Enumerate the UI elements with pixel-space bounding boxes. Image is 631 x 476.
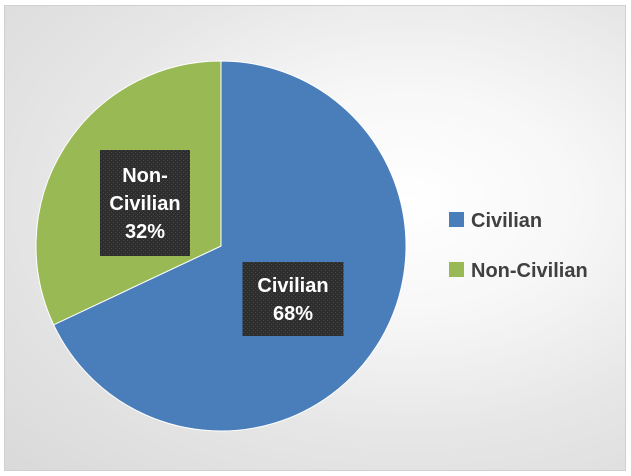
legend-entry-civilian: Civilian — [449, 210, 542, 232]
data-label-box — [100, 150, 190, 256]
data-label-box — [242, 262, 344, 336]
data-label-text: 32% — [125, 221, 165, 243]
legend-label: Civilian — [471, 210, 542, 232]
data-label-text: Civilian — [257, 275, 328, 297]
pie-slices — [35, 60, 407, 432]
pie-slice-civilian — [52, 60, 407, 432]
legend-swatch — [449, 262, 464, 277]
data-label-text: 68% — [273, 303, 313, 325]
data-label-text: Civilian — [109, 193, 180, 215]
data-label-civilian: Civilian 68% — [242, 262, 344, 336]
data-label-non-civilian: Non- Civilian 32% — [100, 150, 190, 256]
legend-label: Non-Civilian — [471, 260, 588, 282]
data-labels: Civilian 68% Non- Civilian 32% — [100, 150, 344, 336]
data-label-text: Non- — [122, 165, 168, 187]
legend: Civilian Non-Civilian — [449, 210, 588, 282]
chart-area: Civilian 68% Non- Civilian 32% Civilian Non-C… — [4, 5, 626, 471]
legend-swatch — [449, 212, 464, 227]
legend-entry-non-civilian: Non-Civilian — [449, 260, 588, 282]
